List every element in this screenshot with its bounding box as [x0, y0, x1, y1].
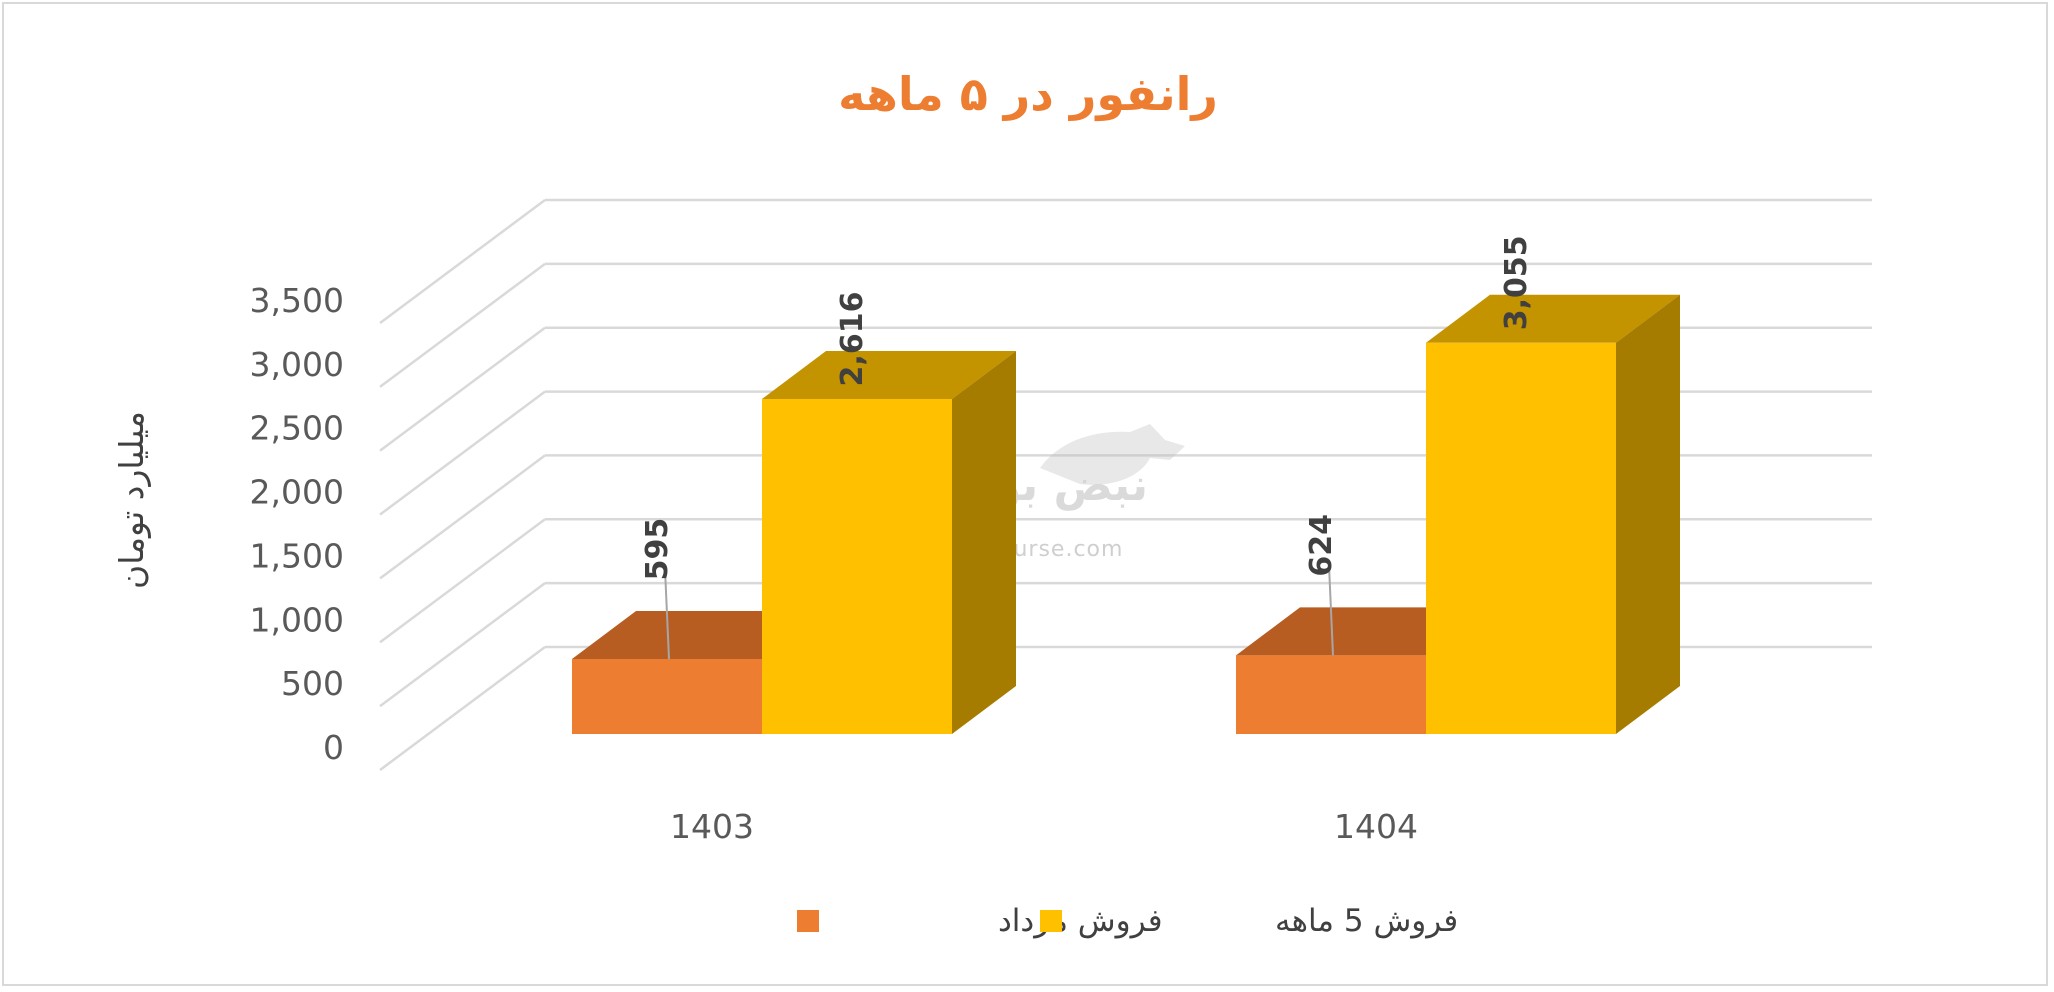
gridline-diagonal — [379, 645, 546, 772]
legend-swatch-5-month — [1040, 910, 1062, 932]
bar-5-month-1403 — [762, 351, 1016, 734]
leader-line — [1328, 565, 1334, 656]
category-label-1404: 1404 — [1334, 807, 1418, 846]
bar-front-face — [1426, 342, 1616, 734]
legend: فروش مرداد فروش 5 ماهه — [797, 903, 1458, 939]
legend-label-mordad: فروش مرداد — [998, 903, 1163, 939]
y-tick-label: 2,000 — [250, 473, 344, 512]
y-axis-ticks: 0 500 1,000 1,500 2,000 2,500 3,000 3,500 — [250, 281, 344, 767]
gridline-diagonal — [379, 262, 546, 388]
y-tick-label: 3,500 — [250, 281, 344, 320]
bar-top-face — [1426, 294, 1680, 343]
y-tick-label: 0 — [323, 728, 344, 767]
bars — [572, 294, 1680, 734]
bar-side-face — [1616, 294, 1680, 734]
bar-front-face — [572, 659, 762, 734]
gridline-diagonal — [379, 326, 546, 452]
data-labels: 595 2,616 624 3,055 — [640, 235, 1534, 660]
category-label-1403: 1403 — [670, 807, 754, 846]
bar-front-face — [1236, 655, 1426, 734]
legend-label-5-month: فروش 5 ماهه — [1275, 903, 1458, 939]
gridline-diagonal — [379, 582, 546, 708]
gridline-diagonal — [379, 390, 546, 516]
x-axis-categories: 1403 1404 — [670, 807, 1418, 846]
chart-title: رانفور در ۵ ماهه — [838, 67, 1218, 121]
bar-top-face — [762, 351, 1016, 399]
bull-logo-icon — [1040, 424, 1185, 485]
gridline-diagonal — [379, 198, 546, 325]
y-tick-label: 2,500 — [250, 409, 344, 448]
y-tick-label: 1,500 — [250, 536, 344, 575]
gridline-diagonal — [379, 518, 546, 644]
legend-swatch-mordad — [797, 910, 819, 932]
bar-5-month-1404 — [1426, 294, 1680, 734]
gridline-diagonal — [379, 454, 546, 580]
bar-front-face — [762, 399, 952, 734]
y-axis-label: میلیارد تومان — [112, 411, 151, 589]
data-label: 595 — [640, 518, 675, 581]
data-label: 2,616 — [835, 292, 870, 387]
data-label: 3,055 — [1499, 235, 1534, 330]
bar-side-face — [952, 351, 1016, 734]
y-tick-label: 1,000 — [250, 600, 344, 639]
y-tick-label: 3,000 — [250, 345, 344, 384]
data-label: 624 — [1304, 514, 1339, 577]
y-tick-label: 500 — [281, 664, 344, 703]
leader-line — [664, 568, 670, 660]
